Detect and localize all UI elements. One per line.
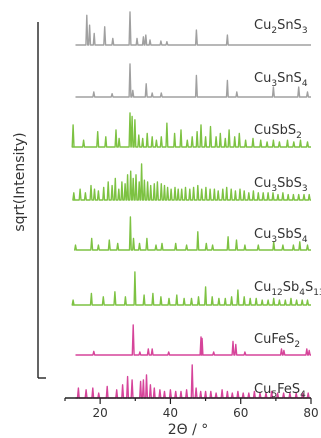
x-tick-label: 40 [163,406,178,420]
series-label-cu5fes4: Cu5FeS4 [254,382,306,400]
trace-cu3sns4 [75,63,311,98]
series-label-cufes2: CuFeS2 [254,332,300,350]
trace-cu3sbs4 [74,216,311,251]
x-tick-label: 20 [93,406,108,420]
trace-cu12sb4s13 [71,271,311,306]
x-tick-label: 80 [303,406,318,420]
trace-cu2sns3 [75,11,311,46]
trace-cufes2 [75,324,311,356]
trace-cu3sbs3 [72,163,311,201]
y-axis-label: sqrt(Intensity) [12,132,28,231]
x-ticks: 20 40 60 80 [64,398,319,420]
series-label-cusbs2: CuSbS2 [254,123,302,141]
series-label-cu3sns4: Cu3SnS4 [254,71,308,89]
series-label-cu3sbs3: Cu3SbS3 [254,176,308,194]
trace-cusbs2 [71,112,311,148]
series-label-cu12sb4s13: Cu12Sb4S13 [254,280,321,298]
series-labels: Cu2SnS3 Cu3SnS4 CuSbS2 Cu3SbS3 Cu3SbS4 Cu12Sb… [254,18,321,400]
series-label-cu3sbs4: Cu3SbS4 [254,227,308,245]
traces [71,11,311,399]
series-label-cu2sns3: Cu2SnS3 [254,18,308,36]
x-tick-label: 60 [233,406,248,420]
x-axis-label: 2Θ / ° [168,422,209,438]
